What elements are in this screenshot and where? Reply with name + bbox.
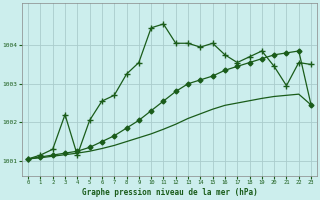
- X-axis label: Graphe pression niveau de la mer (hPa): Graphe pression niveau de la mer (hPa): [82, 188, 258, 197]
